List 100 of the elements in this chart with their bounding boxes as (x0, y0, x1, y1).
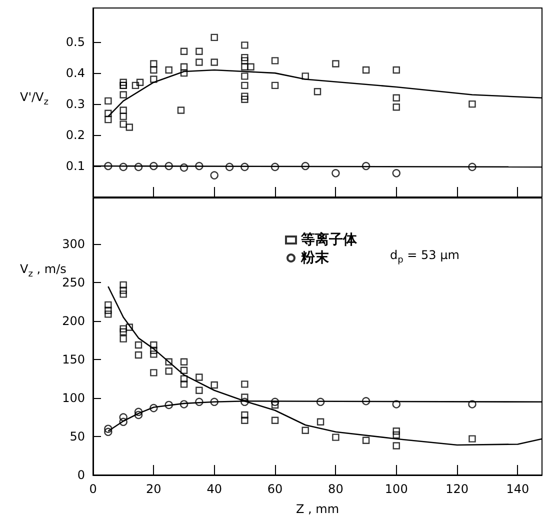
point (196, 58, 203, 66)
x-tick-label: 140 (506, 482, 530, 496)
point (270, 398, 280, 406)
point (316, 418, 324, 426)
point (241, 72, 248, 80)
point (332, 434, 340, 441)
point (120, 78, 127, 86)
point (104, 428, 112, 436)
point (241, 380, 248, 388)
point (314, 88, 322, 96)
point (241, 63, 248, 70)
point (392, 400, 400, 408)
point (332, 169, 340, 178)
legend-label: 粉末 (300, 250, 330, 266)
y-tick-label: 0.3 (66, 97, 85, 112)
point (392, 431, 400, 439)
point (332, 60, 340, 68)
point (210, 381, 218, 389)
point (120, 325, 127, 332)
point (120, 328, 127, 336)
point (225, 162, 234, 172)
point (150, 404, 158, 412)
point (119, 413, 128, 422)
point (104, 162, 112, 170)
point (210, 34, 218, 42)
point (271, 82, 279, 90)
x-tick-label: 0 (89, 482, 97, 496)
point (150, 60, 158, 68)
y-tick-label: 0.1 (66, 159, 85, 174)
x-tick-label: 20 (146, 482, 162, 496)
point (120, 281, 127, 289)
point (241, 96, 248, 103)
point (241, 416, 248, 424)
point (271, 57, 279, 64)
point (468, 100, 476, 108)
point (120, 286, 127, 294)
y-axis-title: V'/V$_{z}$ (20, 90, 48, 108)
x-axis-title: Z , mm (296, 502, 340, 516)
point (392, 169, 400, 178)
y-tick-label: 150 (62, 352, 85, 367)
point (126, 124, 134, 131)
point (132, 82, 140, 90)
point (392, 442, 400, 450)
point (136, 78, 144, 86)
point (150, 76, 158, 83)
point (210, 171, 218, 180)
point (104, 301, 112, 309)
point (196, 374, 203, 381)
point (120, 290, 127, 298)
point (241, 54, 248, 62)
point (177, 106, 185, 114)
y-tick-label: 300 (62, 237, 85, 252)
point (165, 358, 172, 366)
point (241, 42, 248, 49)
point (134, 341, 142, 349)
y-tick-label: 0.4 (66, 66, 85, 80)
point (104, 306, 112, 314)
point (247, 63, 254, 70)
y-tick-label: 200 (62, 314, 85, 328)
annotation: d$_{p}$ = 53 μm (390, 248, 460, 266)
point (134, 162, 143, 172)
point (240, 398, 249, 406)
point (150, 369, 158, 376)
point (164, 162, 173, 170)
x-tick-label: 120 (446, 482, 469, 496)
point (165, 368, 172, 375)
point (302, 72, 309, 80)
point (180, 48, 188, 55)
point (180, 380, 188, 388)
legend-label: 等离子体 (300, 231, 358, 248)
point (120, 112, 127, 120)
point (180, 69, 188, 77)
point (120, 120, 127, 128)
point (104, 110, 112, 117)
point (362, 162, 370, 170)
point (150, 346, 158, 354)
point (134, 410, 143, 420)
point (241, 57, 248, 64)
y-tick-label: 50 (70, 430, 85, 444)
point (180, 400, 188, 408)
point (270, 162, 280, 172)
point (119, 418, 128, 426)
y-tick-label: 0 (77, 468, 85, 482)
x-tick-label: 80 (328, 482, 344, 496)
point (104, 116, 112, 124)
point (150, 350, 158, 358)
x-tick-label: 60 (267, 482, 283, 496)
point (104, 97, 112, 105)
point (468, 162, 476, 172)
point (392, 104, 400, 111)
y-tick-label: 0.2 (66, 128, 85, 142)
y-tick-label: 100 (62, 391, 85, 406)
point (241, 394, 248, 401)
x-tick-label: 40 (206, 482, 222, 496)
point (392, 66, 400, 74)
point (150, 162, 158, 170)
point (241, 411, 248, 419)
point (196, 48, 203, 55)
point (164, 400, 173, 410)
point (241, 92, 248, 100)
